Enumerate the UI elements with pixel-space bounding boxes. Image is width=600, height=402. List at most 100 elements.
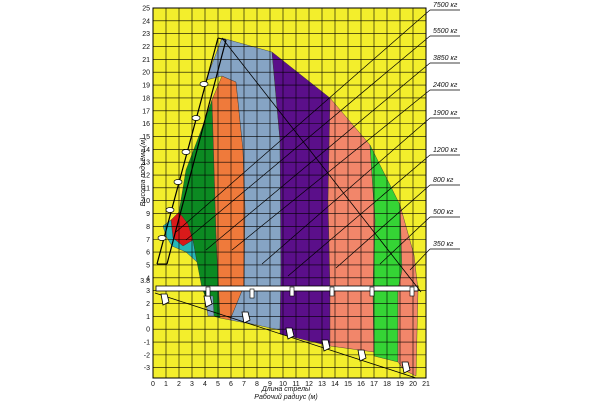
boom-section-marker — [191, 115, 201, 121]
x-tick-label: 20 — [409, 381, 417, 388]
boom-section-marker — [157, 235, 167, 241]
load-point-marker — [249, 288, 255, 299]
x-tick-label: 18 — [383, 381, 391, 388]
plot-frame — [152, 7, 427, 379]
y-axis-ticks: 2524232221201918171615141312111098765432… — [140, 6, 150, 373]
x-tick-label: 16 — [357, 381, 365, 388]
load-point-marker — [205, 286, 211, 297]
x-tick-label: 15 — [344, 381, 352, 388]
load-point-marker — [369, 286, 375, 297]
y-tick-label: 22 — [142, 44, 150, 51]
y-tick-label: 17 — [142, 108, 150, 115]
load-label: 800 кг — [433, 177, 454, 184]
y-tick-label: 23 — [142, 31, 150, 38]
y-tick-label: 10 — [142, 198, 150, 205]
load-label: 350 кг — [433, 241, 454, 248]
hook-attachment — [357, 349, 367, 362]
x-tick-label: 4 — [203, 381, 207, 388]
y-tick-label: 2 — [146, 301, 150, 308]
x-tick-label: 12 — [305, 381, 313, 388]
load-label: 1900 кг — [433, 110, 458, 117]
y-tick-label: 16 — [142, 121, 150, 128]
load-leader-line — [185, 35, 431, 241]
hook-attachment — [285, 327, 295, 340]
x-tick-label: 6 — [229, 381, 233, 388]
y-tick-label: 19 — [142, 83, 150, 90]
load-label: 5500 кг — [433, 28, 458, 35]
y-tick-label: 1 — [146, 314, 150, 321]
y-axis-title: Высота подъёма (м) — [139, 138, 147, 207]
x-tick-label: 19 — [396, 381, 404, 388]
y-tick-label: 15 — [142, 134, 150, 141]
y-tick-label: 20 — [142, 70, 150, 77]
x-tick-label: 1 — [164, 381, 168, 388]
load-leader-line — [335, 184, 431, 269]
load-leader-line — [261, 117, 431, 265]
hook-attachment — [241, 311, 251, 324]
y-tick-label: 25 — [142, 6, 150, 13]
x-tick-label: 17 — [370, 381, 378, 388]
x-tick-label: 21 — [422, 381, 430, 388]
y-tick-label: 8 — [146, 224, 150, 231]
x-tick-label: 0 — [151, 381, 155, 388]
load-point-marker — [329, 286, 335, 297]
load-leader-line — [409, 248, 431, 271]
load-leader-line — [205, 62, 431, 251]
load-leader-line — [379, 216, 431, 265]
x-tick-label: 7 — [242, 381, 246, 388]
y-tick-label: 12 — [142, 173, 150, 180]
x-tick-label: 3 — [190, 381, 194, 388]
load-leader-line — [175, 9, 431, 233]
load-leader-line — [287, 154, 431, 277]
x-tick-label: 8 — [255, 381, 259, 388]
load-label: 2400 кг — [432, 82, 458, 89]
x-tick-label: 2 — [177, 381, 181, 388]
x-axis-title-working-radius: Рабочий радиус (м) — [254, 393, 317, 401]
x-tick-label: 11 — [292, 381, 299, 388]
x-tick-label: 9 — [268, 381, 272, 388]
x-axis-title-boom-length: Длина стрелы — [261, 386, 311, 393]
y-tick-label: 21 — [142, 57, 150, 64]
y-tick-label: 24 — [142, 18, 150, 25]
boom-tip — [217, 37, 227, 41]
y-tick-label: 5 — [146, 262, 150, 269]
hook-attachment — [160, 293, 170, 306]
y-tick-label: -1 — [144, 340, 150, 347]
x-axis-ticks: 0 1 2 3 4 5 6 7 8 9 10 11 12 13 14 15 16 17 18 19 20 21 — [151, 381, 430, 388]
y-tick-label: 4 — [146, 275, 150, 282]
load-label: 7500 кг — [433, 2, 458, 9]
boom — [154, 37, 422, 379]
y-tick-label: 6 — [146, 250, 150, 257]
load-leader-lines: 7500 кг 5500 кг 3850 кг 2400 кг 1900 кг 1200 … — [175, 2, 460, 277]
boom-section-marker — [173, 179, 183, 185]
load-point-marker — [409, 286, 415, 297]
x-tick-label: 13 — [318, 381, 326, 388]
y-tick-label: 3 — [146, 288, 150, 295]
y-tick-label: 9 — [146, 211, 150, 218]
grid-lines — [152, 7, 427, 379]
horizontal-boom-reference — [155, 285, 419, 292]
y-tick-label: 0 — [146, 327, 150, 334]
y-tick-label: 14 — [142, 147, 150, 154]
hook-attachment — [401, 361, 411, 374]
load-label: 500 кг — [433, 209, 454, 216]
boom-section-marker — [165, 207, 175, 213]
x-tick-label: 10 — [279, 381, 287, 388]
y-reference-label: 3.8 — [140, 278, 150, 285]
load-zone-6 — [271, 51, 331, 347]
x-tick-label: 14 — [331, 381, 339, 388]
lower-envelope-line — [154, 292, 417, 379]
y-tick-label: 13 — [142, 160, 150, 167]
hook-attachment — [321, 339, 331, 352]
load-label: 3850 кг — [433, 55, 458, 62]
boom-section-marker — [181, 149, 191, 155]
load-leader-line — [231, 89, 431, 251]
upper-envelope-line — [221, 37, 422, 293]
y-tick-label: 7 — [146, 237, 150, 244]
boom-outline-right — [166, 39, 227, 265]
y-tick-label: -2 — [144, 352, 150, 359]
y-tick-label: 18 — [142, 95, 150, 102]
load-label: 1200 кг — [433, 147, 458, 154]
load-point-marker — [289, 286, 295, 297]
